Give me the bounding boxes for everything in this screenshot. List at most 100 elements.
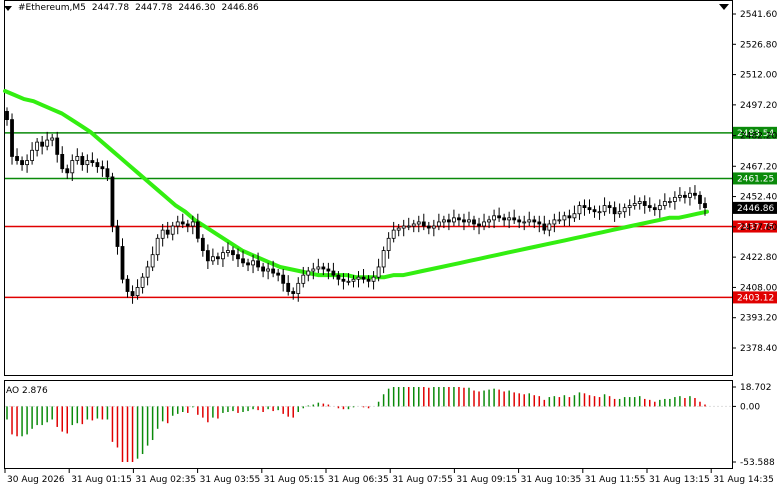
candle-body (426, 225, 431, 229)
candle-body (326, 268, 331, 272)
candle-body (667, 201, 672, 203)
candle-body (662, 201, 667, 206)
candle-body (512, 217, 517, 221)
candle-body (150, 254, 155, 268)
candle-body (572, 213, 577, 219)
candle-body (336, 274, 341, 280)
candle-body (160, 229, 165, 239)
candle-body (632, 203, 637, 206)
moving-average-layer (3, 89, 709, 280)
level-tag-label: 2483.54 (737, 129, 774, 139)
candle-body (683, 194, 687, 198)
candle-body (617, 211, 622, 215)
candle-body (286, 282, 291, 292)
candle-body (567, 215, 572, 219)
moving-average-line (3, 89, 709, 280)
price-tick-label: 2393.20 (740, 314, 777, 324)
indicator-name: AO (6, 386, 20, 396)
candle-body (80, 156, 85, 166)
candle-body (693, 192, 697, 196)
chart-shift-icon[interactable] (719, 4, 729, 10)
candle-body (100, 166, 105, 170)
price-tick-label: 2378.40 (740, 344, 777, 354)
candle-body (170, 225, 175, 235)
current-price-label: 2446.86 (737, 204, 774, 214)
candle-body (462, 219, 466, 223)
candle-body (180, 221, 185, 225)
ao-tick-label: 18.702 (740, 383, 772, 393)
price-tick-label: 2526.80 (740, 40, 777, 50)
candle-body (582, 205, 587, 209)
candle-body (517, 219, 522, 223)
level-tag-label: 2461.25 (737, 174, 774, 184)
candle-body (45, 139, 50, 147)
candle-body (703, 203, 707, 209)
close-price: 2446.86 (221, 3, 259, 13)
candle-body (366, 278, 371, 282)
candle-body (677, 194, 682, 198)
candle-body (331, 270, 336, 276)
candle-body (612, 207, 617, 215)
open-price: 2447.78 (91, 3, 130, 13)
candle-body (487, 219, 491, 223)
candle-body (281, 274, 286, 284)
candle-body (266, 268, 271, 272)
indicator-plot-frame (4, 380, 733, 469)
candle-body (35, 141, 40, 151)
candle-body (562, 215, 567, 221)
candle-body (421, 221, 426, 227)
candle-body (441, 219, 446, 223)
candle-body (411, 223, 416, 227)
time-tick-label: 31 Aug 10:35 (521, 475, 582, 485)
candle-body (130, 291, 135, 297)
candle-body (597, 211, 602, 214)
candle-body (401, 225, 406, 229)
candle-body (557, 219, 562, 222)
candle-body (416, 221, 421, 225)
time-axis: 30 Aug 2026 31 Aug 01:15 31 Aug 02:35 31 Au… (4, 469, 774, 485)
ao-tick-label: 0.00 (740, 402, 760, 412)
candle-body (221, 252, 225, 260)
candle-body (231, 250, 235, 256)
candle-body (165, 229, 170, 235)
candle-body (457, 217, 461, 221)
candle-body (185, 223, 190, 227)
time-tick-label: 31 Aug 09:15 (456, 475, 517, 485)
candle-body (5, 111, 9, 121)
candle-body (261, 266, 266, 272)
candle-body (507, 217, 512, 221)
candle-body (216, 256, 220, 260)
indicator-value: 2.876 (21, 386, 48, 396)
time-tick-label: 31 Aug 06:35 (328, 475, 389, 485)
candle-body (296, 282, 301, 294)
candle-body (602, 205, 607, 213)
candle-body (482, 221, 486, 227)
time-tick-label: 31 Aug 14:35 (713, 475, 774, 485)
candle-body (321, 266, 326, 270)
candle-body (346, 280, 351, 283)
candle-body (115, 225, 120, 247)
candle-body (627, 205, 632, 209)
indicator-label: AO 2.876 (6, 386, 48, 396)
candle-body (155, 237, 160, 256)
candle-body (672, 196, 677, 202)
candle-body (587, 207, 592, 211)
candle-body (472, 219, 476, 225)
candle-body (70, 160, 75, 174)
candle-body (90, 160, 95, 163)
level-tag (733, 220, 777, 233)
candle-body (577, 205, 582, 215)
candle-body (10, 119, 14, 157)
candle-body (622, 207, 627, 213)
time-tick-label: 31 Aug 02:35 (135, 475, 196, 485)
candle-body (522, 221, 527, 224)
candle-body (698, 194, 702, 204)
candle-body (175, 221, 180, 227)
candle-body (306, 270, 311, 276)
main-plot-frame (4, 0, 733, 376)
candle-body (210, 256, 215, 262)
dropdown-arrow-icon[interactable] (4, 5, 12, 11)
candle-body (592, 209, 597, 213)
price-axis: 2541.60 2526.80 2512.00 2497.20 2482.20 2467.… (732, 10, 777, 354)
